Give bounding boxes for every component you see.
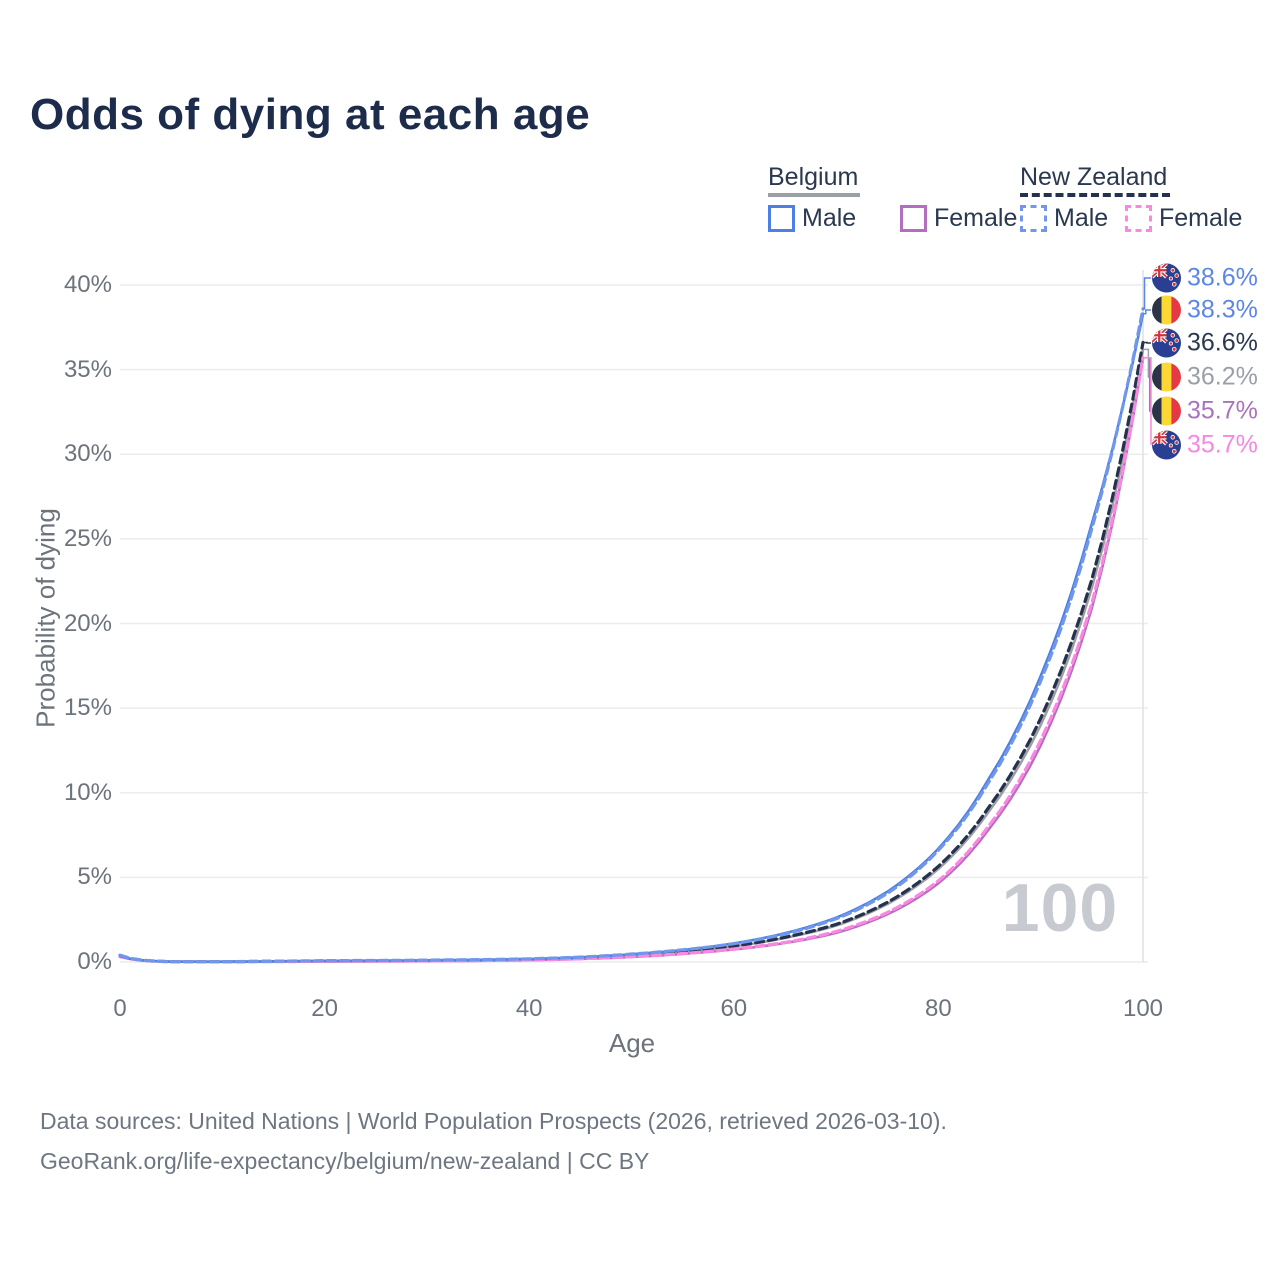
x-tick-label: 0: [113, 995, 127, 1022]
legend-item-new-zealand-male[interactable]: Male: [1020, 204, 1108, 233]
end-label-leader-line: [1143, 277, 1151, 310]
end-label-belgium: 38.3%: [1152, 295, 1258, 325]
new-zealand-flag-icon: [1152, 430, 1181, 460]
legend-belgium-line-sample: [768, 193, 860, 197]
legend-group-belgium: Belgium: [768, 163, 859, 191]
legend-item-belgium-female[interactable]: Female: [900, 204, 1017, 233]
end-label-leader-line: [1143, 357, 1151, 412]
end-label-leader-line: [1143, 309, 1151, 315]
belgium-male-swatch-icon: [768, 205, 795, 232]
new-zealand-male-swatch-icon: [1020, 205, 1047, 232]
age-counter-watermark: 100: [1001, 870, 1119, 946]
series-line-new-zealand-all: [118, 340, 1145, 964]
page-title: Odds of dying at each age: [30, 90, 591, 139]
end-label-value: 35.7%: [1187, 396, 1258, 425]
end-label-value: 38.6%: [1187, 263, 1258, 292]
y-tick-label: 25%: [63, 524, 112, 552]
y-tick-label: 10%: [63, 778, 112, 806]
end-label-belgium: 35.7%: [1152, 396, 1258, 426]
new-zealand-flag-icon: [1152, 263, 1181, 293]
end-label-value: 38.3%: [1187, 295, 1258, 324]
series-line-belgium-male: [118, 312, 1145, 964]
legend-item-label: Female: [934, 204, 1018, 232]
series-line-new-zealand-male: [118, 307, 1145, 964]
data-source-note: Data sources: United Nations | World Pop…: [40, 1108, 947, 1134]
y-axis-label: Probability of dying: [30, 508, 61, 728]
legend-item-label: Female: [1159, 204, 1243, 232]
legend-group-new-zealand: New Zealand: [1020, 163, 1168, 191]
attribution-note: GeoRank.org/life-expectancy/belgium/new-…: [40, 1148, 650, 1174]
x-tick-label: 20: [311, 995, 338, 1022]
belgium-flag-icon: [1152, 396, 1181, 426]
end-label-new-zealand: 35.7%: [1152, 430, 1258, 460]
belgium-flag-icon: [1152, 362, 1181, 392]
end-label-new-zealand: 38.6%: [1152, 263, 1258, 293]
y-tick-label: 35%: [63, 355, 112, 383]
legend-item-belgium-male[interactable]: Male: [768, 204, 856, 233]
series-line-belgium-female: [118, 356, 1145, 964]
end-label-value: 35.7%: [1187, 430, 1258, 459]
y-tick-label: 5%: [77, 863, 112, 891]
legend-new-zealand-line-sample: [1020, 193, 1170, 197]
end-label-new-zealand: 36.6%: [1152, 328, 1258, 358]
end-label-value: 36.6%: [1187, 328, 1258, 357]
series-line-belgium-all: [118, 347, 1145, 964]
legend-item-label: Male: [802, 204, 857, 232]
y-tick-label: 40%: [63, 271, 112, 298]
legend-item-new-zealand-female[interactable]: Female: [1125, 204, 1242, 233]
series-line-new-zealand-female: [118, 356, 1145, 964]
x-tick-label: 60: [720, 995, 748, 1022]
y-tick-label: 0%: [77, 948, 112, 975]
y-tick-label: 15%: [63, 694, 112, 722]
x-tick-label: 100: [1122, 995, 1164, 1022]
legend-item-label: Male: [1054, 204, 1109, 232]
belgium-female-swatch-icon: [900, 205, 927, 232]
end-label-value: 36.2%: [1187, 362, 1258, 391]
new-zealand-flag-icon: [1152, 328, 1181, 358]
y-tick-label: 20%: [63, 609, 112, 637]
y-tick-label: 30%: [63, 440, 112, 468]
x-tick-label: 80: [925, 995, 952, 1022]
new-zealand-female-swatch-icon: [1125, 205, 1152, 232]
belgium-flag-icon: [1152, 295, 1181, 325]
end-label-belgium: 36.2%: [1152, 362, 1258, 392]
x-tick-label: 40: [515, 995, 543, 1022]
x-axis-label: Age: [608, 1028, 656, 1058]
end-label-leader-line: [1143, 357, 1152, 445]
